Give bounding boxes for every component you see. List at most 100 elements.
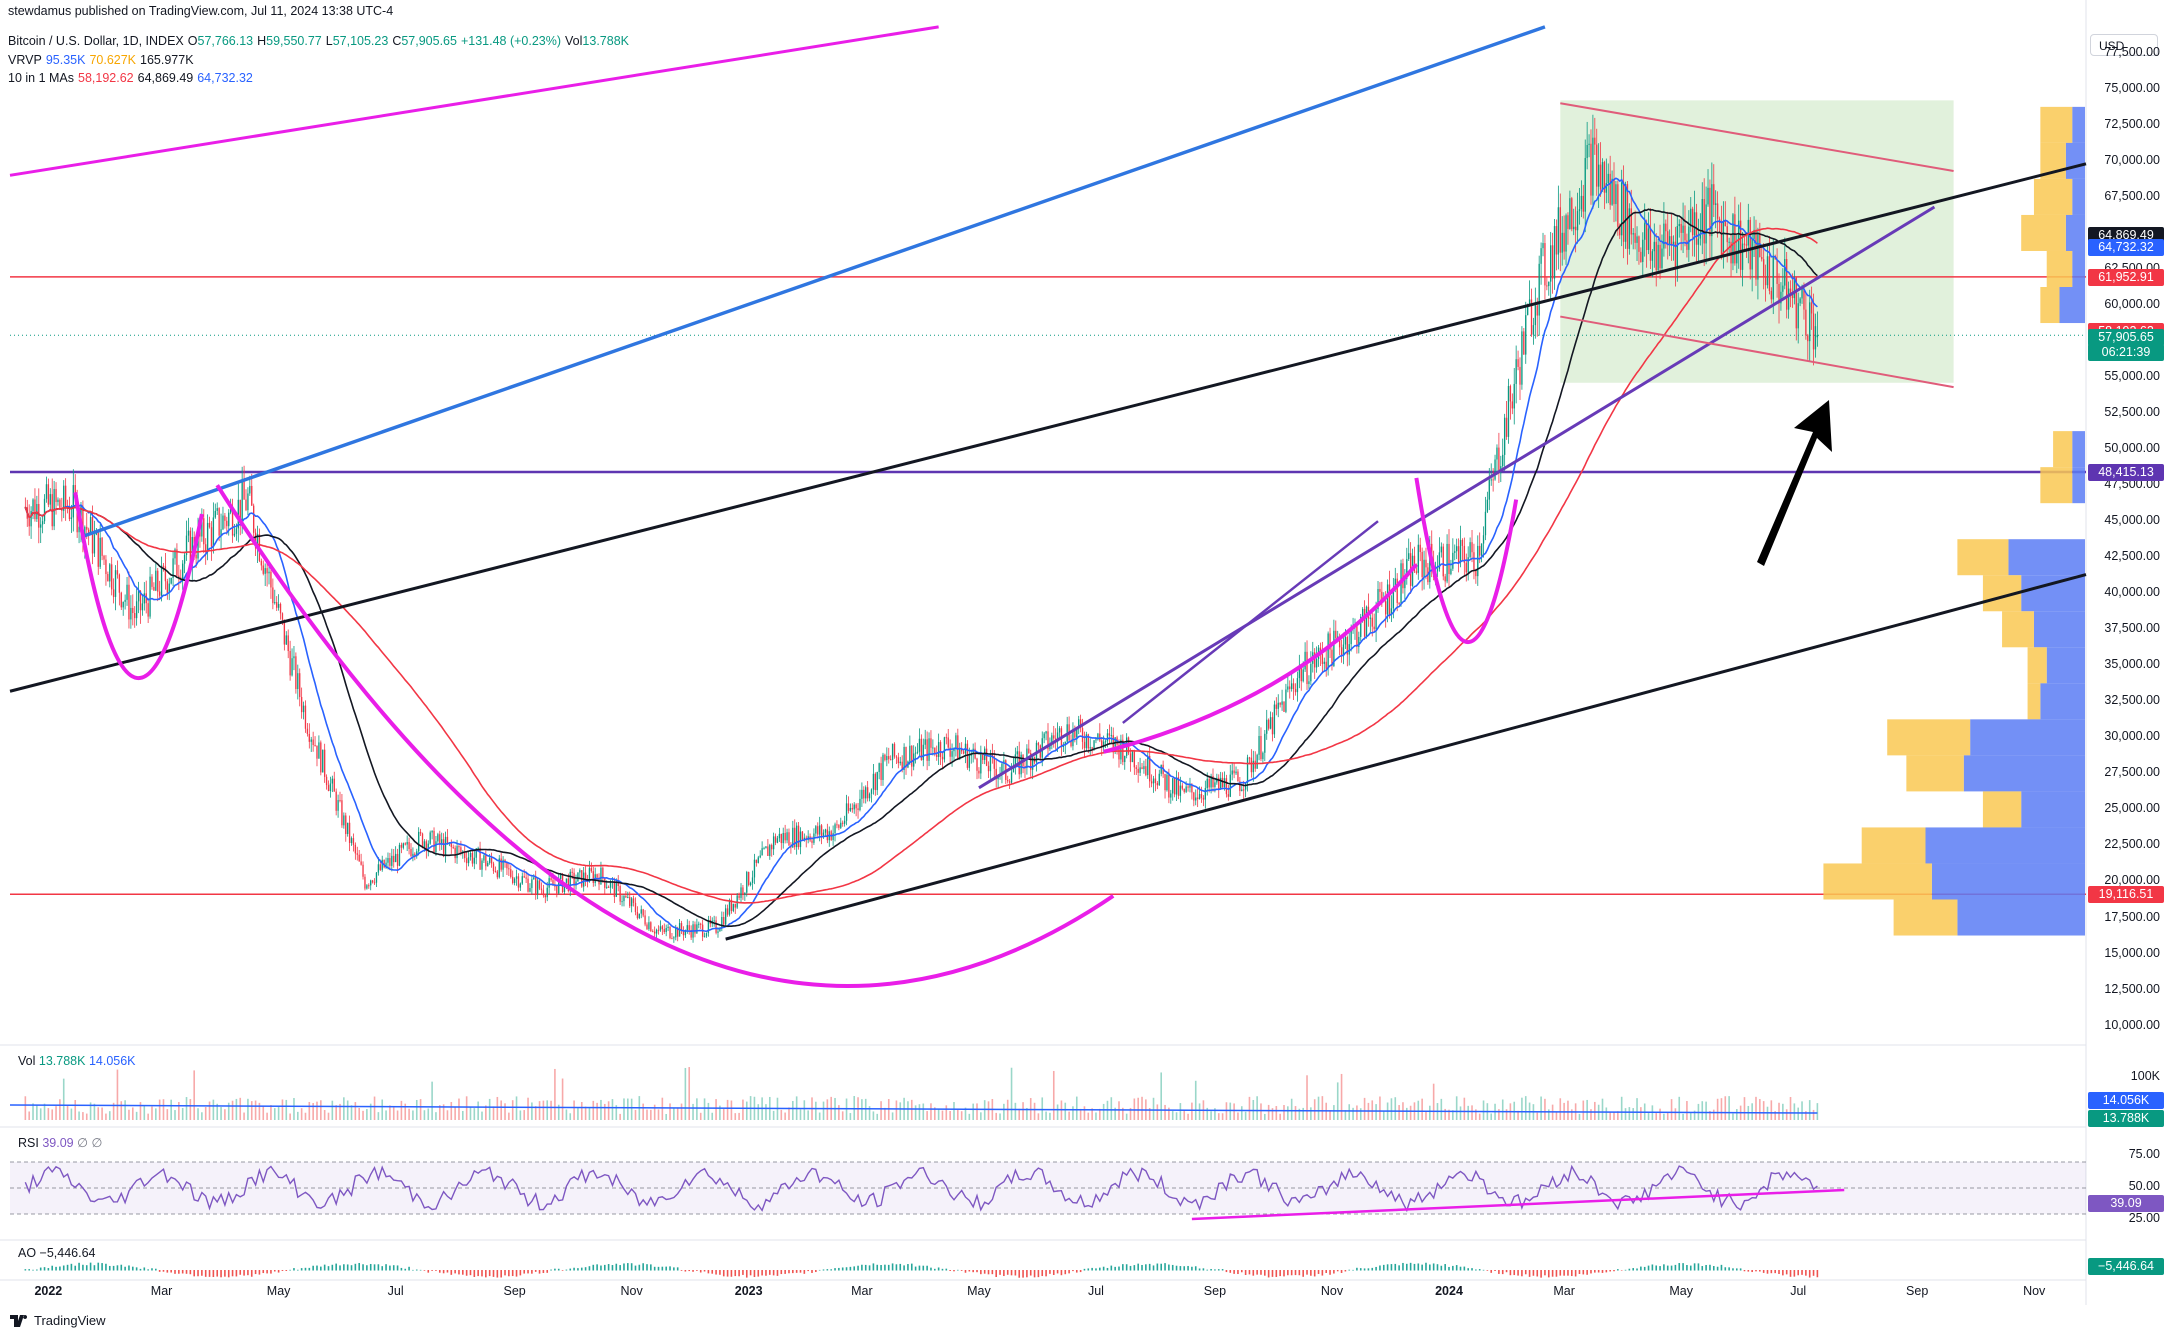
candle-body-515 — [1012, 766, 1015, 773]
candle-body-362 — [719, 928, 721, 932]
ao-bar-378 — [749, 1270, 752, 1276]
candle-body-915 — [1780, 291, 1782, 304]
candle-body-248 — [500, 858, 502, 870]
volume-bar-518 — [1018, 1108, 1021, 1120]
candle-body-28 — [78, 526, 80, 533]
volume-bar-144 — [300, 1108, 303, 1120]
ao-bar-914 — [1778, 1270, 1780, 1274]
ao-bar-632 — [1237, 1270, 1239, 1275]
candle-body-755 — [1473, 552, 1475, 570]
candle-body-681 — [1331, 649, 1333, 667]
ao-bar-728 — [1421, 1264, 1423, 1271]
volume-bar-924 — [1797, 1107, 1799, 1120]
ao-bar-556 — [1091, 1267, 1093, 1271]
volume-bar-496 — [976, 1103, 978, 1120]
candle-body-677 — [1323, 661, 1325, 664]
candle-body-244 — [492, 863, 495, 872]
candle-body-810 — [1578, 209, 1581, 212]
ao-bar-26 — [74, 1265, 77, 1271]
candle-body-217 — [441, 839, 443, 845]
volume-bar-290 — [580, 1101, 583, 1120]
volume-bar-772 — [1505, 1109, 1508, 1120]
candle-body-415 — [820, 825, 823, 836]
candle-body-314 — [627, 897, 629, 899]
volume-bar-914 — [1778, 1102, 1780, 1120]
price-badge: 19,116.51 — [2088, 886, 2164, 904]
rsi-legend[interactable]: RSI 39.09 ∅ ∅ — [18, 1136, 103, 1150]
ao-bar-500 — [983, 1270, 986, 1274]
ao-bar-514 — [1010, 1270, 1013, 1276]
volume-bar-210 — [427, 1108, 430, 1120]
channel-bottom-line — [1560, 315, 1954, 389]
candle-body-188 — [385, 862, 387, 868]
volume-bar-624 — [1221, 1113, 1224, 1120]
ao-bar-906 — [1762, 1270, 1765, 1273]
candle-body-590 — [1156, 783, 1159, 786]
ao-bar-890 — [1732, 1268, 1734, 1271]
ao-bar-712 — [1390, 1264, 1393, 1271]
candle-body-765 — [1492, 479, 1494, 481]
candle-body-58 — [135, 601, 138, 619]
candle-body-140 — [293, 656, 295, 659]
candle-body-315 — [629, 897, 631, 907]
candle-body-179 — [368, 885, 370, 887]
candle-body-606 — [1187, 786, 1189, 788]
candle-body-780 — [1521, 331, 1523, 385]
candle-body-536 — [1053, 735, 1055, 739]
candle-body-223 — [452, 846, 454, 848]
time-axis-label: May — [266, 1284, 291, 1298]
candle-body-770 — [1502, 454, 1504, 467]
ao-bar-268 — [538, 1270, 541, 1274]
candle-body-918 — [1786, 259, 1788, 310]
candle-body-762 — [1486, 499, 1489, 512]
volume-bar-934 — [1816, 1103, 1819, 1120]
candle-body-145 — [302, 705, 305, 713]
candle-body-229 — [464, 851, 466, 859]
volume-bar-312 — [623, 1098, 625, 1120]
candle-body-489 — [962, 751, 965, 754]
ao-bar-862 — [1678, 1263, 1681, 1271]
ao-bar-124 — [262, 1270, 265, 1274]
volume-legend[interactable]: Vol 13.788K 14.056K — [18, 1054, 136, 1068]
symbol-legend[interactable]: Bitcoin / U.S. Dollar, 1D, INDEX O57,766.… — [8, 34, 629, 48]
candle-body-613 — [1200, 794, 1203, 798]
candle-body-704 — [1375, 609, 1377, 630]
vrvp-legend[interactable]: VRVP 95.35K 70.627K 165.977K — [8, 53, 194, 67]
ao-bar-310 — [619, 1265, 621, 1271]
currency-selector[interactable]: USD — [2090, 34, 2158, 56]
candle-body-796 — [1551, 245, 1554, 279]
volume-bar-182 — [373, 1096, 376, 1120]
ao-bar-370 — [734, 1270, 737, 1277]
candle-body-235 — [475, 848, 477, 858]
volume-bar-404 — [799, 1109, 802, 1120]
volume-bar-264 — [531, 1102, 533, 1120]
candle-body-759 — [1480, 543, 1483, 556]
candle-body-149 — [310, 739, 312, 742]
candle-body-253 — [510, 869, 512, 877]
tradingview-logo[interactable]: TradingView — [10, 1313, 106, 1328]
ao-bar-186 — [381, 1266, 384, 1271]
volume-bar-426 — [841, 1111, 844, 1120]
ma-legend[interactable]: 10 in 1 MAs 58,192.62 64,869.49 64,732.32 — [8, 71, 253, 85]
ao-bar-672 — [1313, 1270, 1316, 1277]
candle-body-817 — [1592, 137, 1594, 196]
ao-bar-666 — [1302, 1270, 1304, 1277]
candle-body-238 — [481, 860, 483, 870]
ao-bar-120 — [254, 1270, 257, 1275]
ao-legend[interactable]: AO −5,446.64 — [18, 1246, 96, 1260]
candle-body-832 — [1621, 182, 1623, 236]
vrvp-bar-up-17 — [1931, 863, 2085, 900]
vrvp-bar-down-18 — [1893, 899, 1958, 936]
candle-body-338 — [673, 937, 675, 939]
volume-bar-30 — [82, 1112, 84, 1120]
volume-bar-346 — [688, 1067, 691, 1120]
volume-bar-692 — [1352, 1107, 1354, 1120]
ao-bar-584 — [1145, 1264, 1147, 1271]
ao-bar-54 — [128, 1265, 130, 1271]
ao-bar-604 — [1183, 1266, 1186, 1271]
volume-bar-810 — [1578, 1113, 1581, 1120]
ao-bar-172 — [354, 1263, 357, 1271]
candle-body-123 — [260, 560, 263, 566]
volume-bar-876 — [1705, 1101, 1707, 1120]
